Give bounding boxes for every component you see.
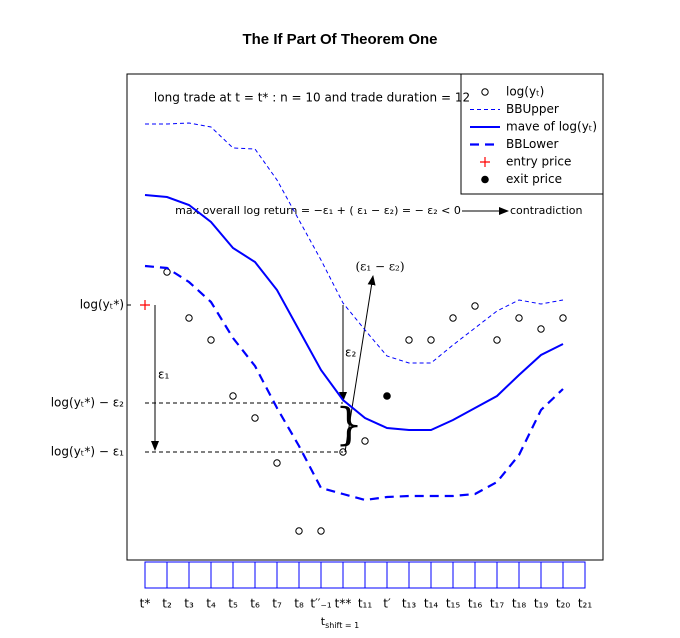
time-box [232, 561, 256, 589]
x-tick-label: t₇ [272, 597, 282, 611]
time-box [562, 561, 586, 589]
data-point [559, 314, 567, 322]
chart-title: The If Part Of Theorem One [242, 31, 437, 48]
time-box [408, 561, 432, 589]
annotation: (ε₁ − ε₂) [355, 260, 404, 274]
annotation: long trade at t = t* : n = 10 and trade … [154, 91, 470, 105]
x-tick-label: t₁₈ [512, 597, 527, 611]
legend-label: log(yₜ) [506, 85, 544, 99]
data-point [163, 268, 171, 276]
annotation: ε₁ [158, 368, 169, 382]
data-point [405, 336, 413, 344]
x-tick-label: t₅ [228, 597, 238, 611]
time-box [276, 561, 300, 589]
data-point [295, 527, 303, 535]
x-axis-label-base: t [321, 615, 326, 628]
time-box [386, 561, 410, 589]
data-point [140, 300, 150, 310]
data-point [361, 437, 369, 445]
time-box [364, 561, 388, 589]
series-line [145, 122, 564, 364]
annotation: ε₂ [345, 346, 356, 360]
legend-swatch [480, 157, 490, 167]
legend-label: mave of log(yₜ) [506, 120, 597, 134]
time-box [342, 561, 366, 589]
x-tick-label: t₂₁ [578, 597, 593, 611]
time-box [254, 561, 278, 589]
time-box [188, 561, 212, 589]
x-tick-label: t₂₀ [556, 597, 571, 611]
x-axis-label-sub: shift = 1 [325, 621, 359, 630]
data-point [317, 527, 325, 535]
legend-label: BBLower [506, 137, 558, 151]
x-tick-label: t₁₇ [490, 597, 505, 611]
data-point [515, 314, 523, 322]
data-point [471, 302, 479, 310]
time-box [320, 561, 344, 589]
data-point [383, 392, 391, 400]
x-tick-label: t₁₃ [402, 597, 417, 611]
x-tick-label: t₂ [162, 597, 172, 611]
data-point [207, 336, 215, 344]
time-box [518, 561, 542, 589]
plot-frame [126, 73, 604, 561]
x-tick-label: t′ [383, 597, 391, 611]
legend-frame [460, 73, 604, 195]
data-point [449, 314, 457, 322]
data-point [339, 448, 347, 456]
legend-swatch [481, 88, 489, 96]
time-box [298, 561, 322, 589]
data-point [229, 392, 237, 400]
x-tick-label: t* [140, 597, 151, 611]
time-box [474, 561, 498, 589]
time-box [166, 561, 190, 589]
time-box [430, 561, 454, 589]
y-tick-label: log(yₜ*) − ε₁ [51, 445, 124, 459]
time-box [540, 561, 564, 589]
x-tick-label: t₁₅ [446, 597, 461, 611]
x-tick-label: t₁₄ [424, 597, 439, 611]
x-tick-label: t′′₋₁ [310, 597, 331, 611]
data-point [493, 336, 501, 344]
data-point [185, 314, 193, 322]
y-tick-label: log(yₜ*) [80, 298, 124, 312]
legend-label: BBUpper [506, 102, 559, 116]
arrow [344, 275, 376, 453]
x-tick-label: t₆ [250, 597, 260, 611]
x-tick-label: t₁₁ [358, 597, 373, 611]
legend-label: entry price [506, 155, 571, 169]
time-box [210, 561, 234, 589]
x-tick-label: t** [335, 597, 352, 611]
time-box [144, 561, 168, 589]
data-point [251, 414, 259, 422]
series-line [144, 194, 564, 431]
x-tick-label: t₁₉ [534, 597, 549, 611]
data-point [537, 325, 545, 333]
time-box [496, 561, 520, 589]
annotation: contradiction [510, 204, 583, 217]
y-tick-label: log(yₜ*) − ε₂ [51, 396, 124, 410]
time-box [452, 561, 476, 589]
x-tick-label: t₁₆ [468, 597, 483, 611]
series-line [144, 264, 564, 502]
annotation: max overall log return = −ε₁ + ( ε₁ − ε₂… [175, 204, 461, 217]
data-point [427, 336, 435, 344]
legend-swatch [481, 175, 489, 184]
legend-label: exit price [506, 172, 562, 186]
x-axis-label: tshift = 1 [321, 615, 359, 630]
x-tick-label: t₄ [206, 597, 216, 611]
x-tick-label: t₈ [294, 597, 304, 611]
x-tick-label: t₃ [184, 597, 194, 611]
data-point [273, 459, 281, 467]
